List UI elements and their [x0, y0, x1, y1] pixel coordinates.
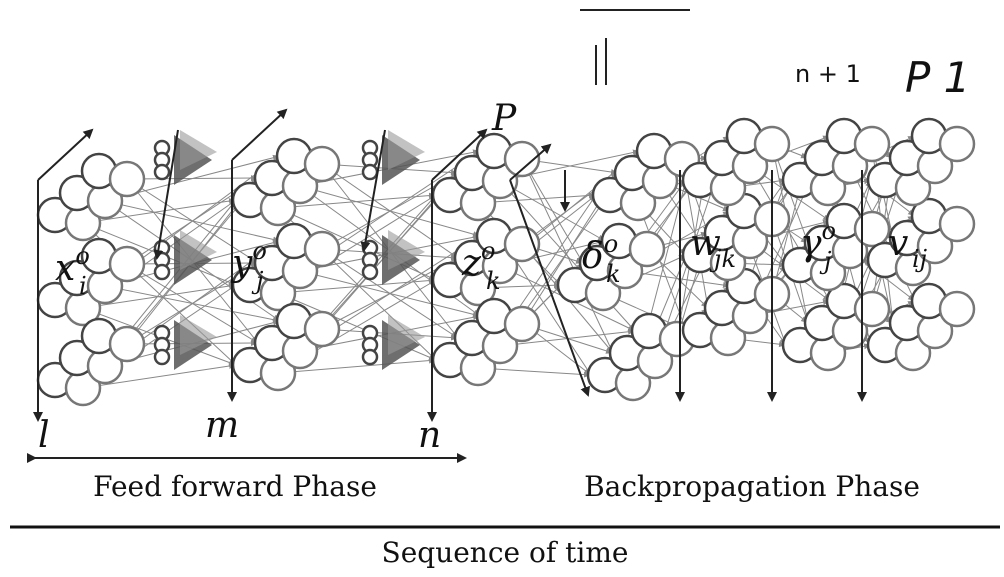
nodes — [36, 117, 976, 407]
symbol-sub: ij — [912, 245, 928, 273]
arrow — [509, 143, 552, 181]
phase-label: P 1 — [905, 53, 970, 102]
symbol-sup: o — [481, 237, 495, 265]
symbol-base: x — [55, 248, 75, 289]
symbol-base: z — [461, 243, 482, 284]
unit — [361, 163, 379, 181]
activation — [180, 315, 217, 355]
neuron — [853, 290, 891, 328]
symbol-sub: i — [79, 272, 87, 300]
neuron — [303, 310, 341, 348]
activation — [388, 315, 425, 355]
phase-marker: P — [491, 98, 517, 139]
arrow — [509, 179, 590, 397]
arrow — [431, 128, 488, 181]
math-symbol: zo k — [461, 237, 501, 295]
edge — [277, 357, 437, 374]
neuron — [853, 125, 891, 163]
symbol-sup: o — [252, 237, 266, 265]
phase-caption: Feed forward Phase — [93, 470, 377, 503]
step-label: n + 1 — [795, 60, 861, 88]
neuron — [108, 160, 146, 198]
arrow — [153, 129, 179, 260]
edge — [521, 158, 614, 354]
neuron — [303, 230, 341, 268]
symbol-sup: o — [604, 230, 618, 258]
math-symbol: xo i — [55, 242, 90, 300]
activation — [388, 130, 425, 170]
unit — [361, 348, 379, 366]
symbol-base: γ — [800, 223, 822, 264]
unit — [153, 163, 171, 181]
edge — [477, 192, 597, 204]
edge — [126, 175, 259, 182]
neuron — [853, 210, 891, 248]
edge — [637, 202, 687, 331]
neuron — [108, 245, 146, 283]
axes-arrows — [10, 9, 1000, 529]
activation — [388, 230, 425, 270]
symbol-sub: jk — [709, 245, 736, 273]
symbol-sup: o — [822, 217, 836, 245]
symbol-sub: k — [486, 267, 501, 295]
unit — [153, 348, 171, 366]
unit — [361, 263, 379, 281]
axis-label: m — [205, 405, 239, 446]
edge — [521, 158, 584, 264]
axis-label: n — [418, 415, 441, 456]
neuron — [303, 145, 341, 183]
neuron — [938, 290, 976, 328]
activation — [180, 130, 217, 170]
math-symbol: γo j — [800, 217, 836, 275]
symbol-sup: o — [75, 242, 89, 270]
math-symbol: yo j — [230, 237, 267, 295]
math-symbol: δo k — [582, 230, 621, 288]
symbol-base: y — [230, 243, 253, 284]
unit — [153, 263, 171, 281]
edge — [477, 367, 592, 378]
symbol-base: w — [690, 223, 721, 264]
neuron — [628, 230, 666, 268]
activation — [180, 230, 217, 270]
symbol-base: δ — [582, 236, 604, 277]
symbol-base: v — [888, 223, 908, 264]
footer: Sequence of time — [382, 536, 629, 569]
arrow — [360, 129, 386, 252]
neuron — [108, 325, 146, 363]
edge — [771, 143, 810, 324]
math-symbol: v ij — [888, 223, 928, 273]
axis-label: l — [38, 415, 50, 456]
neuron — [503, 305, 541, 343]
phase-caption: Backpropagation Phase — [584, 470, 920, 503]
arrow — [37, 128, 94, 181]
arrow — [231, 108, 288, 161]
neuron — [753, 125, 791, 163]
edge — [82, 198, 237, 224]
math-symbol: wjk — [690, 223, 736, 273]
neuron — [938, 125, 976, 163]
edge — [277, 277, 437, 294]
edge — [82, 363, 237, 389]
symbol-sub: k — [606, 260, 621, 288]
neuron — [938, 205, 976, 243]
neuron — [503, 140, 541, 178]
